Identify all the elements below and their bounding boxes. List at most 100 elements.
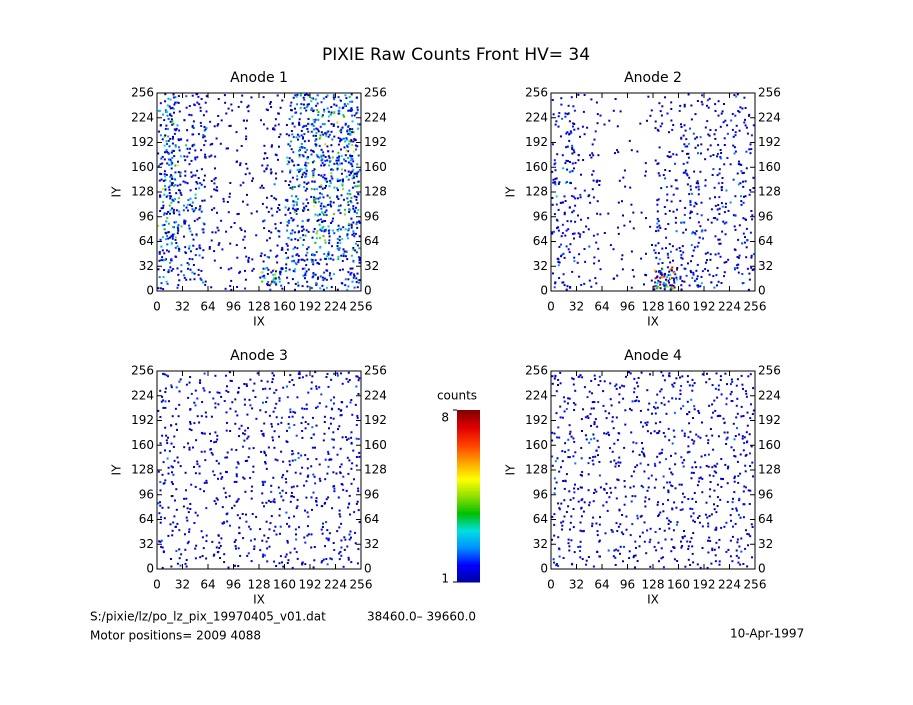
count-pixel xyxy=(719,498,722,501)
count-pixel xyxy=(296,485,299,488)
count-pixel xyxy=(176,245,179,248)
count-pixel xyxy=(274,118,277,121)
count-pixel xyxy=(284,206,287,209)
count-pixel xyxy=(166,243,169,246)
colorbar-swatch xyxy=(457,477,480,480)
count-pixel xyxy=(159,134,162,137)
count-pixel xyxy=(281,561,283,564)
count-pixel xyxy=(647,408,650,411)
count-pixel xyxy=(223,94,226,97)
y2-tick-label: 96 xyxy=(364,487,379,501)
count-pixel xyxy=(315,499,317,502)
count-pixel xyxy=(164,185,166,187)
count-pixel xyxy=(563,410,566,413)
count-pixel xyxy=(338,179,341,182)
count-pixel xyxy=(286,539,289,542)
count-pixel xyxy=(561,528,563,531)
count-pixel xyxy=(239,517,241,520)
count-pixel xyxy=(640,484,643,487)
count-pixel xyxy=(551,197,554,199)
count-pixel xyxy=(284,180,287,183)
colorbar-label: counts xyxy=(437,389,477,403)
count-pixel xyxy=(571,377,574,380)
count-pixel xyxy=(313,160,316,163)
count-pixel xyxy=(748,193,751,196)
count-pixel xyxy=(306,467,309,470)
count-pixel xyxy=(354,210,356,213)
count-pixel xyxy=(217,243,220,246)
count-pixel xyxy=(725,438,728,441)
count-pixel xyxy=(158,252,161,255)
count-pixel xyxy=(597,384,600,386)
count-pixel xyxy=(171,237,174,240)
count-pixel xyxy=(191,258,194,261)
count-pixel xyxy=(169,158,172,161)
count-pixel xyxy=(270,484,273,487)
count-pixel xyxy=(588,501,591,504)
count-pixel xyxy=(670,550,673,553)
count-pixel xyxy=(349,132,352,135)
colorbar-swatch xyxy=(457,498,480,501)
count-pixel xyxy=(636,517,639,520)
count-pixel xyxy=(166,104,169,107)
count-pixel xyxy=(723,421,726,424)
colorbar-swatch xyxy=(457,430,480,432)
count-pixel xyxy=(336,530,339,533)
count-pixel xyxy=(688,384,691,387)
count-pixel xyxy=(611,530,614,533)
count-pixel xyxy=(715,511,718,514)
count-pixel xyxy=(323,277,326,280)
count-pixel xyxy=(213,182,216,185)
count-pixel xyxy=(204,411,207,414)
count-pixel xyxy=(708,495,711,498)
count-pixel xyxy=(736,378,739,381)
count-pixel xyxy=(671,485,674,488)
count-pixel xyxy=(683,535,686,538)
count-pixel xyxy=(561,524,564,527)
colorbar-swatch xyxy=(457,435,480,438)
count-pixel xyxy=(564,200,567,202)
count-pixel xyxy=(203,432,206,435)
count-pixel xyxy=(701,103,704,106)
count-pixel xyxy=(187,209,189,212)
colorbar-swatch xyxy=(457,470,480,473)
count-pixel xyxy=(303,146,306,149)
count-pixel xyxy=(629,534,632,537)
count-pixel xyxy=(711,403,714,406)
count-pixel xyxy=(617,479,620,482)
count-pixel xyxy=(316,214,319,217)
count-pixel xyxy=(320,148,323,151)
y-tick-label: 64 xyxy=(139,234,154,248)
count-pixel xyxy=(317,200,320,203)
count-pixel xyxy=(647,486,650,489)
count-pixel xyxy=(236,149,239,152)
count-pixel xyxy=(581,530,584,533)
colorbar-swatch xyxy=(457,510,480,513)
count-pixel xyxy=(662,396,665,399)
count-pixel xyxy=(676,187,679,190)
count-pixel xyxy=(686,400,689,403)
count-pixel xyxy=(191,233,194,236)
count-pixel xyxy=(668,270,671,273)
count-pixel xyxy=(667,491,670,494)
y-tick-label: 192 xyxy=(131,135,154,149)
count-pixel xyxy=(198,187,201,190)
count-pixel xyxy=(603,380,606,383)
count-pixel xyxy=(304,274,307,277)
count-pixel xyxy=(557,208,560,211)
count-pixel xyxy=(185,383,188,386)
count-pixel xyxy=(157,109,160,112)
colorbar-swatch xyxy=(457,554,480,557)
count-pixel xyxy=(554,375,557,378)
count-pixel xyxy=(660,451,663,454)
count-pixel xyxy=(266,255,269,258)
count-pixel xyxy=(573,409,576,411)
count-pixel xyxy=(327,465,330,468)
y-tick-label: 64 xyxy=(139,512,154,526)
count-pixel xyxy=(326,131,328,134)
count-pixel xyxy=(273,277,276,280)
count-pixel xyxy=(713,470,716,473)
count-pixel xyxy=(339,242,342,245)
count-pixel xyxy=(583,133,586,136)
count-pixel xyxy=(273,183,276,186)
